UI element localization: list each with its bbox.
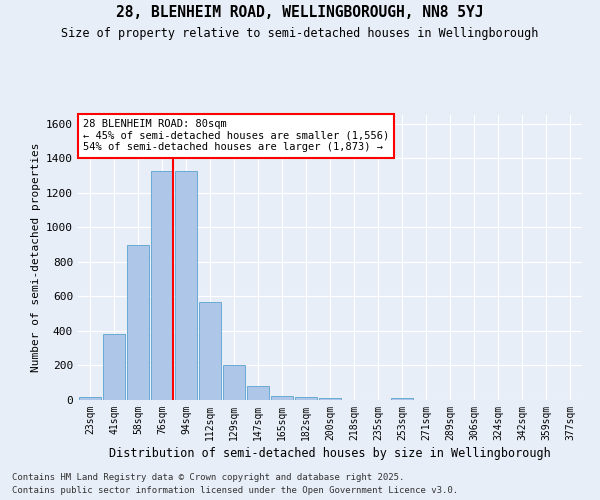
Text: Contains HM Land Registry data © Crown copyright and database right 2025.: Contains HM Land Registry data © Crown c… bbox=[12, 472, 404, 482]
Bar bbox=[391, 398, 413, 400]
Bar bbox=[103, 334, 125, 400]
Text: 28, BLENHEIM ROAD, WELLINGBOROUGH, NN8 5YJ: 28, BLENHEIM ROAD, WELLINGBOROUGH, NN8 5… bbox=[116, 5, 484, 20]
Bar bbox=[271, 396, 293, 400]
Bar bbox=[127, 244, 149, 400]
Bar bbox=[151, 171, 173, 400]
Text: Distribution of semi-detached houses by size in Wellingborough: Distribution of semi-detached houses by … bbox=[109, 448, 551, 460]
Bar bbox=[319, 398, 341, 400]
Text: Contains public sector information licensed under the Open Government Licence v3: Contains public sector information licen… bbox=[12, 486, 458, 495]
Y-axis label: Number of semi-detached properties: Number of semi-detached properties bbox=[31, 143, 41, 372]
Bar bbox=[247, 386, 269, 400]
Bar bbox=[79, 397, 101, 400]
Text: 28 BLENHEIM ROAD: 80sqm
← 45% of semi-detached houses are smaller (1,556)
54% of: 28 BLENHEIM ROAD: 80sqm ← 45% of semi-de… bbox=[83, 120, 389, 152]
Bar bbox=[223, 364, 245, 400]
Bar bbox=[199, 302, 221, 400]
Text: Size of property relative to semi-detached houses in Wellingborough: Size of property relative to semi-detach… bbox=[61, 28, 539, 40]
Bar bbox=[175, 171, 197, 400]
Bar bbox=[295, 398, 317, 400]
